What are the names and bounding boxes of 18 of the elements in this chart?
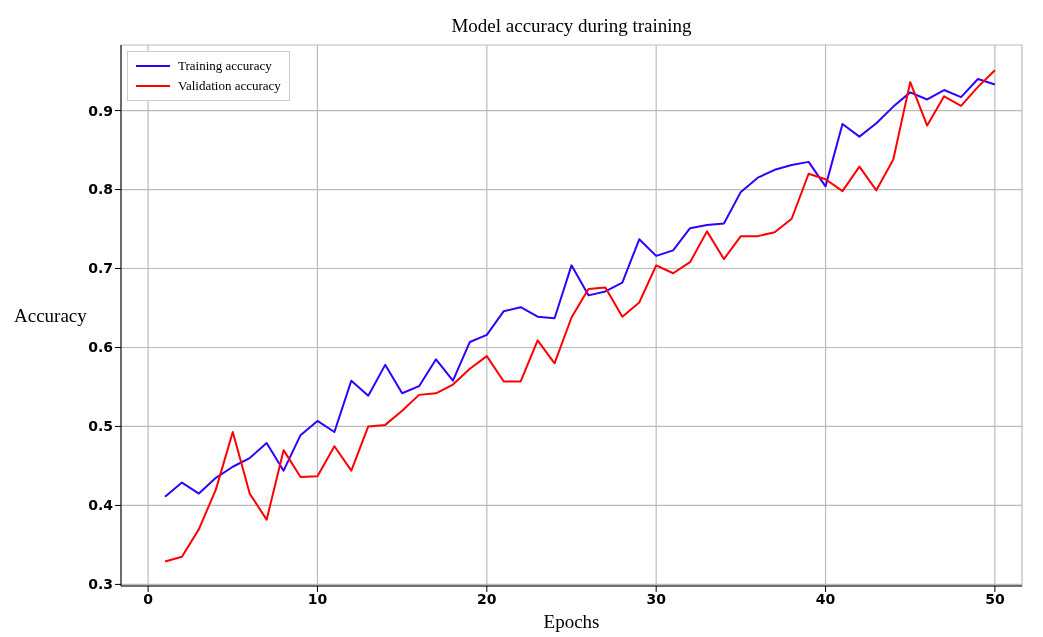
x-tick-label: 10: [307, 590, 328, 607]
y-axis-title: Accuracy: [14, 304, 88, 326]
y-tick-label: 0.8: [88, 181, 113, 198]
y-tick-label: 0.6: [88, 339, 113, 356]
x-tick-label: 40: [815, 590, 836, 607]
x-tick-label: 30: [646, 590, 667, 607]
x-tick-label: 0: [143, 590, 154, 607]
y-tick-label: 0.3: [88, 576, 113, 593]
legend-label: Validation accuracy: [177, 77, 281, 95]
y-tick-label: 0.9: [88, 102, 113, 119]
y-tick-label: 0.4: [88, 497, 114, 514]
chart-title: Model accuracy during training: [451, 15, 693, 36]
x-axis-title: Epochs: [543, 611, 600, 632]
legend-label: Training accuracy: [177, 57, 273, 75]
y-tick-label: 0.5: [88, 418, 113, 435]
x-tick-label: 50: [985, 590, 1005, 607]
x-tick-label: 20: [477, 590, 497, 607]
y-tick-label: 0.7: [88, 260, 113, 277]
